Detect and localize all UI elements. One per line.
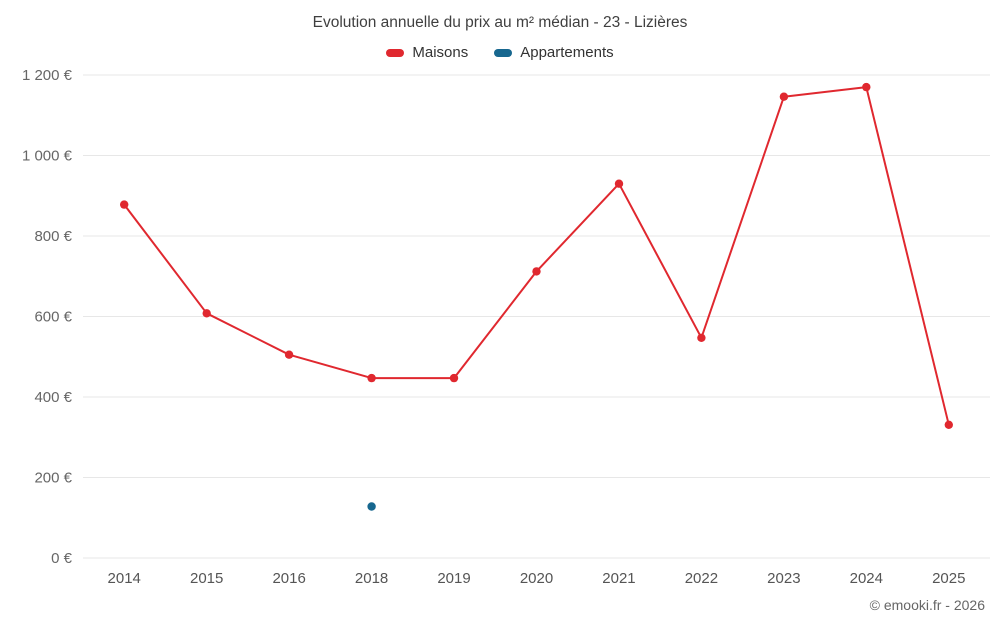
maisons-series-line [123,86,950,426]
y-tick-label: 600 € [34,309,72,326]
x-tick-label: 2025 [932,570,965,587]
x-tick-label: 2016 [272,570,305,587]
maisons-point [862,82,871,92]
x-tick-label: 2022 [685,570,718,587]
x-tick-label: 2024 [850,570,883,587]
legend: Maisons Appartements [0,44,1000,61]
maisons-point [779,92,789,101]
legend-item-appartements[interactable]: Appartements [494,44,614,61]
y-tick-label: 0 € [51,550,73,567]
y-tick-label: 200 € [34,470,72,487]
legend-label-appartements: Appartements [520,44,614,61]
legend-label-maisons: Maisons [412,44,469,61]
maisons-point [532,267,541,276]
x-tick-label: 2019 [437,570,470,587]
x-tick-label: 2014 [108,570,141,587]
maisons-point [449,373,459,383]
footer-credit: © emooki.fr - 2026 [869,597,985,613]
y-tick-label: 1 200 € [22,67,73,84]
x-tick-label: 2015 [190,570,223,587]
x-tick-label: 2021 [602,570,635,587]
maisons-point [367,373,376,383]
y-tick-label: 400 € [34,389,72,406]
chart-title: Evolution annuelle du prix au m² médian … [312,14,688,31]
y-tick-label: 1 000 € [22,148,73,165]
appartements-swatch-icon [494,48,513,57]
x-tick-label: 2018 [355,570,388,587]
maisons-point [120,200,129,209]
maisons-point [697,333,706,342]
maisons-point [202,309,211,318]
maisons-swatch-icon [386,48,405,57]
maisons-point [944,420,953,429]
maisons-point [614,179,624,188]
x-tick-label: 2023 [767,570,800,587]
maisons-point [284,350,294,359]
x-tick-label: 2020 [520,570,553,587]
legend-item-maisons[interactable]: Maisons [386,44,468,61]
appartements-point [367,502,376,511]
y-tick-label: 800 € [34,228,72,245]
